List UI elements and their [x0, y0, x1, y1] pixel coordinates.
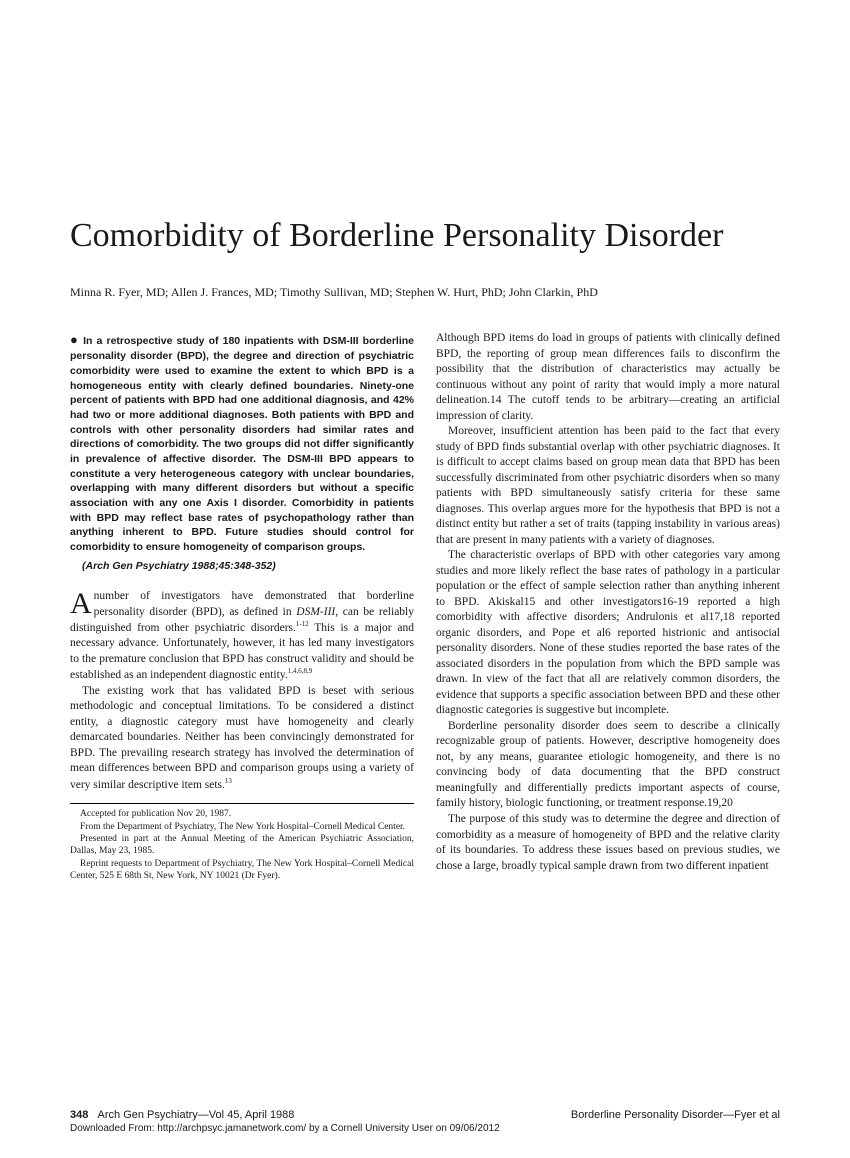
right-para-1: Although BPD items do load in groups of … — [436, 331, 780, 424]
footer-right: Borderline Personality Disorder—Fyer et … — [571, 1109, 780, 1121]
intro-para-2: The existing work that has validated BPD… — [70, 684, 414, 793]
citation: (Arch Gen Psychiatry 1988;45:348-352) — [70, 559, 414, 573]
download-stamp: Downloaded From: http://archpsyc.jamanet… — [70, 1123, 780, 1134]
footnotes: Accepted for publication Nov 20, 1987. F… — [70, 808, 414, 882]
right-para-5: The purpose of this study was to determi… — [436, 812, 780, 874]
left-column: ● In a retrospective study of 180 inpati… — [70, 331, 414, 882]
article-title: Comorbidity of Borderline Personality Di… — [70, 210, 780, 261]
right-para-4: Borderline personality disorder does see… — [436, 719, 780, 812]
footer-left: 348 Arch Gen Psychiatry—Vol 45, April 19… — [70, 1109, 294, 1121]
dropcap: A — [70, 589, 94, 617]
intro-para-1: Anumber of investigators have demonstrat… — [70, 589, 414, 684]
right-column: Although BPD items do load in groups of … — [436, 331, 780, 882]
page-footer: 348 Arch Gen Psychiatry—Vol 45, April 19… — [70, 1109, 780, 1134]
footnote-accepted: Accepted for publication Nov 20, 1987. — [70, 808, 414, 820]
footnote-presented: Presented in part at the Annual Meeting … — [70, 833, 414, 858]
abstract: ● In a retrospective study of 180 inpati… — [70, 331, 414, 555]
footnote-rule — [70, 803, 414, 804]
footnote-affiliation: From the Department of Psychiatry, The N… — [70, 821, 414, 833]
right-para-3: The characteristic overlaps of BPD with … — [436, 548, 780, 719]
two-column-body: ● In a retrospective study of 180 inpati… — [70, 331, 780, 882]
right-para-2: Moreover, insufficient attention has bee… — [436, 424, 780, 548]
footnote-reprint: Reprint requests to Department of Psychi… — [70, 858, 414, 883]
author-list: Minna R. Fyer, MD; Allen J. Frances, MD;… — [70, 283, 780, 301]
